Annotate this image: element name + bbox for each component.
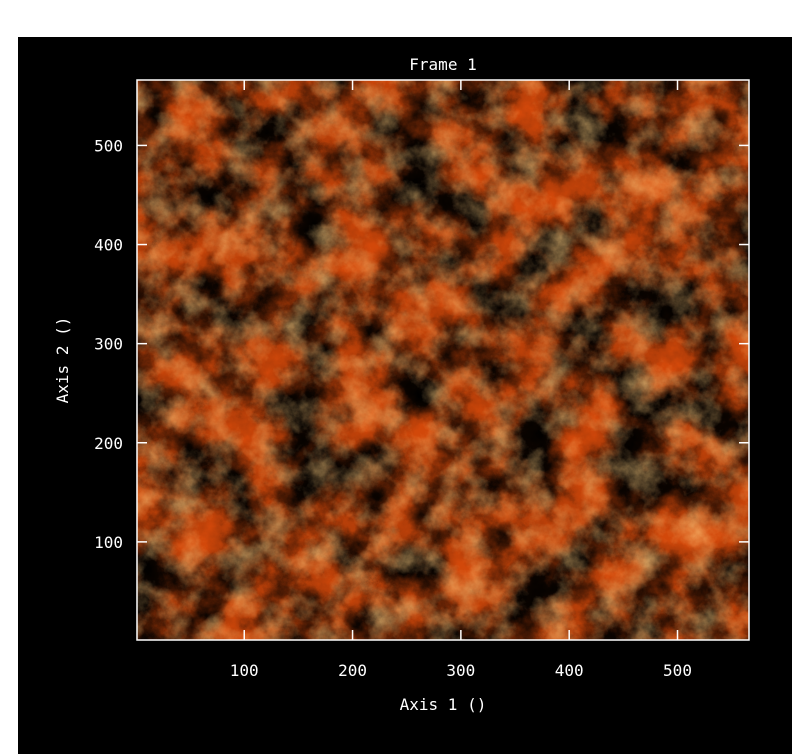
x-tick-label: 400 bbox=[555, 661, 584, 680]
x-tick-label: 300 bbox=[446, 661, 475, 680]
plot-title: Frame 1 bbox=[409, 55, 476, 74]
y-tick-label: 200 bbox=[94, 434, 123, 453]
x-axis-label: Axis 1 () bbox=[400, 695, 487, 714]
y-tick-label: 300 bbox=[94, 335, 123, 354]
heatmap-image bbox=[137, 80, 749, 640]
axes-box bbox=[136, 79, 750, 641]
y-tick-label: 100 bbox=[94, 533, 123, 552]
x-tick-label: 500 bbox=[663, 661, 692, 680]
x-tick-label: 100 bbox=[230, 661, 259, 680]
y-ticks: 100 200 300 400 500 bbox=[94, 136, 749, 552]
y-axis-label: Axis 2 () bbox=[53, 317, 72, 404]
x-ticks: 100 200 300 400 500 bbox=[230, 80, 692, 680]
x-tick-label: 200 bbox=[338, 661, 367, 680]
y-tick-label: 400 bbox=[94, 236, 123, 255]
y-tick-label: 500 bbox=[94, 136, 123, 155]
